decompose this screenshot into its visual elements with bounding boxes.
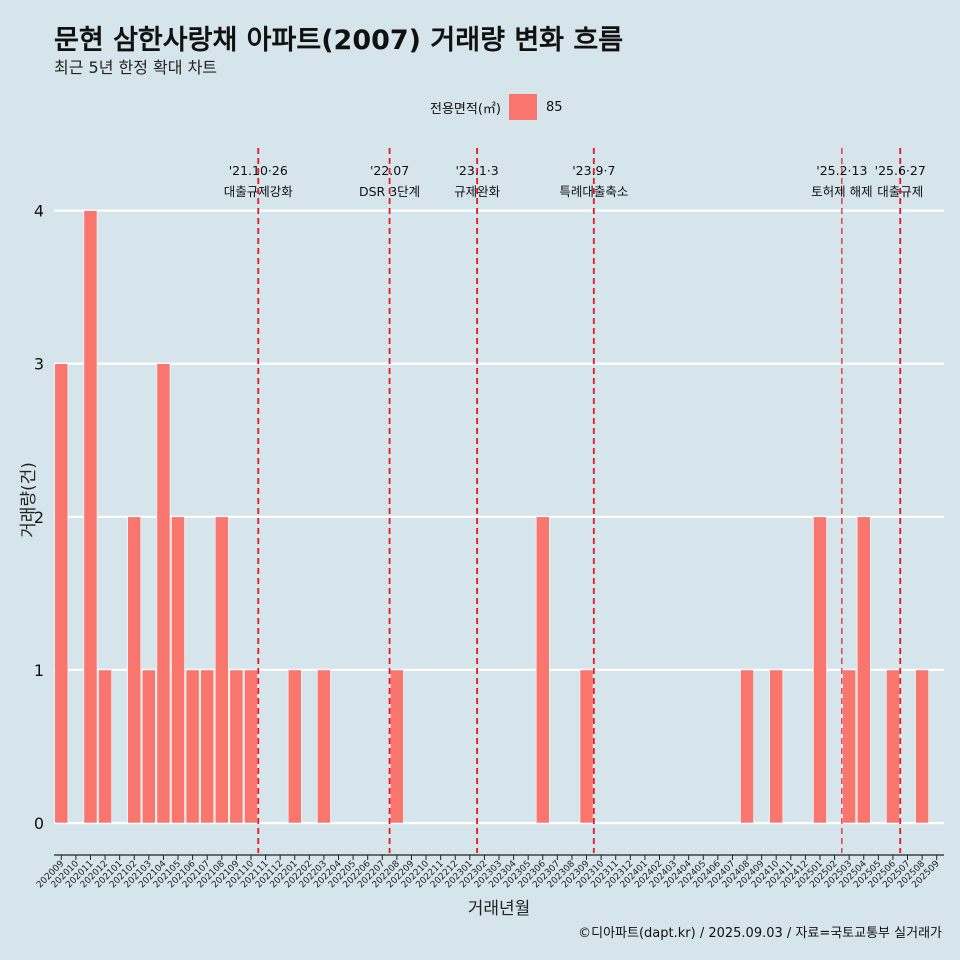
bar-202107	[200, 669, 215, 824]
y-tick-label: 1	[34, 661, 44, 680]
legend-item-label: 85	[545, 99, 563, 115]
event-label: 대출규제	[877, 184, 923, 199]
bar-202103	[141, 669, 156, 824]
event-date: '23.9·7	[572, 163, 615, 178]
bar-202408	[740, 669, 754, 824]
bar-202504	[856, 516, 871, 824]
bar-202009	[54, 363, 69, 824]
event-label: 특례대출축소	[559, 184, 628, 199]
y-tick-label: 4	[34, 202, 44, 221]
event-label: 대출규제강화	[224, 184, 294, 199]
bar-202011	[83, 210, 98, 824]
bar-202208	[390, 669, 404, 824]
footer-credit: ©디아파트(dapt.kr) / 2025.09.03 / 자료=국토교통부 실…	[578, 926, 942, 941]
event-date: '25.6·27	[875, 163, 926, 178]
chart-subtitle: 최근 5년 한정 확대 차트	[54, 58, 218, 77]
bar-202110	[244, 669, 258, 824]
bar-202501	[813, 516, 827, 824]
bar-202012	[98, 669, 112, 824]
bar-202104	[156, 363, 171, 824]
y-tick-label: 3	[34, 355, 44, 374]
bar-202109	[229, 669, 244, 824]
y-tick-label: 2	[34, 508, 44, 527]
bar-202102	[127, 516, 142, 824]
bar-202105	[171, 516, 185, 824]
bar-202506	[886, 669, 900, 824]
y-tick-label: 0	[34, 814, 44, 833]
legend: 전용면적(㎡) 85	[430, 93, 563, 121]
event-date: '22.07	[370, 163, 409, 178]
bar-202201	[287, 669, 302, 824]
bar-202410	[769, 669, 784, 824]
legend-title: 전용면적(㎡)	[430, 101, 501, 117]
bar-202309	[579, 669, 594, 824]
y-axis-title: 거래량(건)	[19, 462, 39, 538]
x-axis-title: 거래년월	[468, 899, 531, 919]
event-date: '21.10·26	[229, 163, 288, 178]
bar-202203	[317, 669, 331, 824]
bar-202503	[842, 669, 857, 824]
event-date: '23.1·3	[456, 163, 499, 178]
bar-202108	[214, 516, 229, 824]
event-label: 토허제 해제	[811, 184, 872, 199]
bar-202106	[185, 669, 200, 824]
event-date: '25.2·13	[816, 163, 867, 178]
event-label: 규제완화	[454, 184, 501, 199]
chart-title: 문현 삼한사랑채 아파트(2007) 거래량 변화 흐름	[54, 25, 624, 56]
legend-swatch	[508, 94, 537, 120]
bar-202306	[535, 516, 550, 824]
bar-202508	[915, 669, 929, 824]
event-label: DSR 3단계	[359, 184, 420, 199]
